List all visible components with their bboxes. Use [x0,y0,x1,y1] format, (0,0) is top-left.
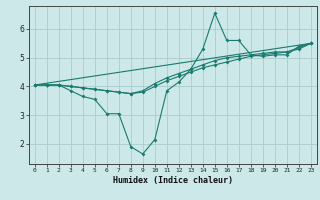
X-axis label: Humidex (Indice chaleur): Humidex (Indice chaleur) [113,176,233,185]
